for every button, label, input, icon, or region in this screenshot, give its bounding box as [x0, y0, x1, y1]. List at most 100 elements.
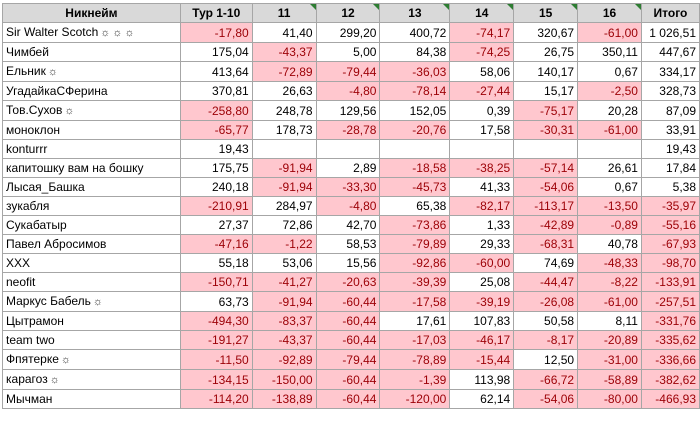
- score-cell[interactable]: 8,11: [577, 311, 642, 331]
- score-cell[interactable]: 129,56: [315, 100, 381, 121]
- score-cell[interactable]: 2,89: [315, 158, 381, 178]
- score-cell[interactable]: -68,31: [513, 234, 579, 254]
- score-cell[interactable]: 58,06: [449, 61, 515, 82]
- score-cell[interactable]: -46,17: [449, 330, 515, 350]
- score-cell[interactable]: 26,63: [251, 81, 317, 101]
- score-cell[interactable]: -13,50: [577, 196, 642, 216]
- total-cell[interactable]: 5,38: [640, 177, 700, 197]
- score-cell[interactable]: 26,61: [577, 158, 642, 178]
- score-cell[interactable]: -210,91: [179, 196, 253, 216]
- player-name-cell[interactable]: neofit: [2, 272, 181, 292]
- score-cell[interactable]: -60,44: [315, 311, 381, 331]
- score-cell[interactable]: 1,33: [449, 215, 515, 235]
- player-name-cell[interactable]: konturrr: [2, 139, 181, 159]
- total-cell[interactable]: -331,76: [640, 311, 700, 331]
- score-cell[interactable]: -494,30: [179, 311, 253, 331]
- player-name-cell[interactable]: Цытрамон: [2, 311, 181, 331]
- score-cell[interactable]: -60,44: [315, 291, 381, 312]
- score-cell[interactable]: -36,03: [379, 61, 451, 82]
- score-cell[interactable]: -17,80: [179, 22, 253, 43]
- score-cell[interactable]: -39,19: [449, 291, 515, 312]
- score-cell[interactable]: 240,18: [179, 177, 253, 197]
- score-cell[interactable]: -120,00: [379, 389, 451, 409]
- score-cell[interactable]: 17,58: [449, 120, 515, 140]
- score-cell[interactable]: -79,89: [379, 234, 451, 254]
- score-cell[interactable]: -31,00: [577, 349, 642, 370]
- header-total[interactable]: Итого: [640, 3, 700, 23]
- score-cell[interactable]: -60,00: [449, 253, 515, 273]
- score-cell[interactable]: 63,73: [179, 291, 253, 312]
- score-cell[interactable]: 0,39: [449, 100, 515, 121]
- header-tour-16[interactable]: 16: [577, 3, 642, 23]
- score-cell[interactable]: -20,76: [379, 120, 451, 140]
- score-cell[interactable]: -18,58: [379, 158, 451, 178]
- score-cell[interactable]: [449, 139, 515, 159]
- score-cell[interactable]: 299,20: [315, 22, 381, 43]
- score-cell[interactable]: 350,11: [577, 42, 642, 62]
- score-cell[interactable]: -61,00: [577, 22, 642, 43]
- score-cell[interactable]: -82,17: [449, 196, 515, 216]
- score-cell[interactable]: 400,72: [379, 22, 451, 43]
- score-cell[interactable]: -61,00: [577, 291, 642, 312]
- score-cell[interactable]: -41,27: [251, 272, 317, 292]
- score-cell[interactable]: 25,08: [449, 272, 515, 292]
- player-name-cell[interactable]: Чимбей: [2, 42, 181, 62]
- score-cell[interactable]: 53,06: [251, 253, 317, 273]
- total-cell[interactable]: -67,93: [640, 234, 700, 254]
- score-cell[interactable]: -4,80: [315, 81, 381, 101]
- total-cell[interactable]: -336,66: [640, 349, 700, 370]
- score-cell[interactable]: -43,37: [251, 330, 317, 350]
- header-tour-1-10[interactable]: Тур 1-10: [179, 3, 253, 23]
- score-cell[interactable]: [315, 139, 381, 159]
- score-cell[interactable]: -48,33: [577, 253, 642, 273]
- total-cell[interactable]: 33,91: [640, 120, 700, 140]
- score-cell[interactable]: -42,89: [513, 215, 579, 235]
- total-cell[interactable]: 1 026,51: [640, 22, 700, 43]
- score-cell[interactable]: 413,64: [179, 61, 253, 82]
- score-cell[interactable]: 15,17: [513, 81, 579, 101]
- score-cell[interactable]: -78,14: [379, 81, 451, 101]
- score-cell[interactable]: -39,39: [379, 272, 451, 292]
- score-cell[interactable]: 29,33: [449, 234, 515, 254]
- score-cell[interactable]: -150,00: [251, 369, 317, 390]
- score-cell[interactable]: -72,89: [251, 61, 317, 82]
- score-cell[interactable]: 175,04: [179, 42, 253, 62]
- score-cell[interactable]: 284,97: [251, 196, 317, 216]
- player-name-cell[interactable]: Сукабатыр: [2, 215, 181, 235]
- score-cell[interactable]: -91,94: [251, 177, 317, 197]
- score-cell[interactable]: -54,06: [513, 389, 579, 409]
- score-cell[interactable]: -66,72: [513, 369, 579, 390]
- score-cell[interactable]: 65,38: [379, 196, 451, 216]
- player-name-cell[interactable]: Тов.Сухов ☼: [2, 100, 181, 121]
- score-cell[interactable]: -74,25: [449, 42, 515, 62]
- score-cell[interactable]: 320,67: [513, 22, 579, 43]
- score-cell[interactable]: -114,20: [179, 389, 253, 409]
- score-cell[interactable]: 62,14: [449, 389, 515, 409]
- player-name-cell[interactable]: Лысая_Башка: [2, 177, 181, 197]
- score-cell[interactable]: -20,89: [577, 330, 642, 350]
- total-cell[interactable]: 447,67: [640, 42, 700, 62]
- score-cell[interactable]: -1,39: [379, 369, 451, 390]
- header-tour-12[interactable]: 12: [315, 3, 381, 23]
- score-cell[interactable]: 5,00: [315, 42, 381, 62]
- header-tour-13[interactable]: 13: [379, 3, 451, 23]
- score-cell[interactable]: -45,73: [379, 177, 451, 197]
- total-cell[interactable]: 19,43: [640, 139, 700, 159]
- score-cell[interactable]: -8,22: [577, 272, 642, 292]
- player-name-cell[interactable]: Маркус Бабель ☼: [2, 291, 181, 312]
- score-cell[interactable]: -150,71: [179, 272, 253, 292]
- header-tour-15[interactable]: 15: [513, 3, 579, 23]
- player-name-cell[interactable]: УгадайкаСФерина: [2, 81, 181, 101]
- score-cell[interactable]: 40,78: [577, 234, 642, 254]
- score-cell[interactable]: -43,37: [251, 42, 317, 62]
- score-cell[interactable]: 58,53: [315, 234, 381, 254]
- score-cell[interactable]: 74,69: [513, 253, 579, 273]
- score-cell[interactable]: -75,17: [513, 100, 579, 121]
- score-cell[interactable]: [379, 139, 451, 159]
- total-cell[interactable]: 87,09: [640, 100, 700, 121]
- total-cell[interactable]: 17,84: [640, 158, 700, 178]
- score-cell[interactable]: -73,86: [379, 215, 451, 235]
- score-cell[interactable]: 27,37: [179, 215, 253, 235]
- score-cell[interactable]: -0,89: [577, 215, 642, 235]
- score-cell[interactable]: -33,30: [315, 177, 381, 197]
